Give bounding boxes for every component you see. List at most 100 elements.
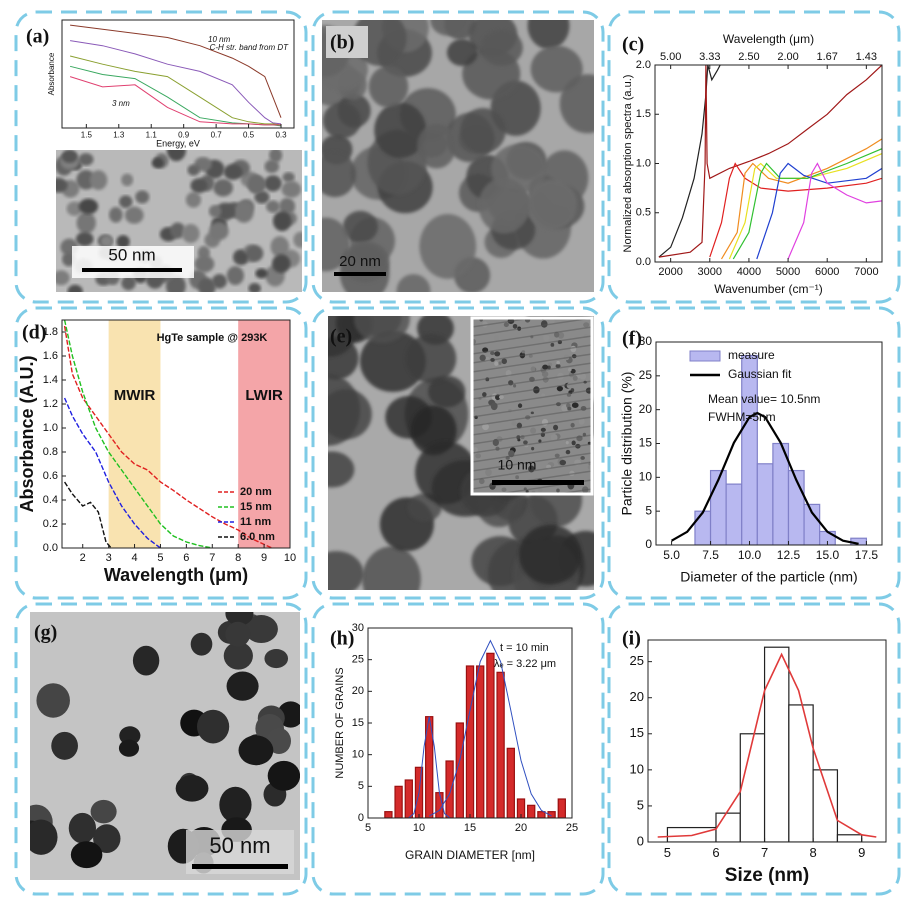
y-axis-label: Particle distribution (%) (619, 372, 635, 516)
particle (70, 841, 103, 869)
particle (485, 468, 492, 477)
particle (226, 266, 244, 286)
x-tick-label: 3 (106, 552, 112, 564)
particle (490, 402, 498, 411)
x2-tick-label: 1.67 (816, 51, 837, 63)
particle (538, 488, 543, 493)
y-tick-label: 20 (630, 689, 644, 704)
particle (555, 364, 561, 369)
x-tick-label: 4000 (737, 266, 761, 278)
micrograph (322, 20, 594, 292)
x-tick-label: 0.9 (178, 130, 190, 139)
x-tick-label: 10 (284, 552, 296, 564)
micrograph-content (322, 20, 594, 292)
x-tick-label: 20 (515, 822, 527, 834)
panel-frame (311, 10, 605, 304)
histogram-bar (384, 811, 393, 818)
x2-axis-label: Wavelength (μm) (723, 32, 814, 46)
y-tick-label: 25 (630, 653, 644, 668)
legend-label: 15 nm (240, 501, 272, 513)
x-tick-label: 1.3 (113, 130, 125, 139)
particle (61, 150, 78, 163)
y-tick-label: 25 (639, 368, 653, 382)
y-tick-label: 1.6 (43, 350, 58, 362)
scale-bar-label: 20 nm (339, 253, 381, 270)
particle (493, 335, 500, 342)
particle (530, 411, 534, 415)
x-tick-label: 6 (183, 552, 189, 564)
particle (264, 159, 280, 174)
annotation: 10 nm (208, 35, 231, 44)
particle (547, 365, 551, 370)
x-tick-label: 25 (566, 822, 578, 834)
lattice-fringe (472, 326, 592, 346)
y-tick-label: 10 (352, 749, 364, 761)
particle (266, 200, 281, 213)
particle (530, 427, 537, 434)
y-tick-label: 0 (645, 537, 652, 551)
y-axis-label: NUMBER OF GRAINS (334, 667, 346, 778)
particle (213, 179, 234, 197)
chart: 5 6 7 8 9 0 5 10 15 20 25 Size (nm) (i) (622, 628, 887, 886)
particle (547, 362, 553, 367)
legend-swatch (689, 350, 721, 362)
y-tick-label: 10 (630, 761, 644, 776)
histogram-bar (394, 785, 403, 818)
lattice-fringe (472, 371, 592, 391)
histogram-bar (739, 733, 766, 842)
chart: 1.5 1.3 1.1 0.9 0.7 0.5 0.3 Energy, eV Absorbanc… (47, 19, 295, 148)
x-tick-label: 9 (858, 845, 865, 860)
particle (322, 102, 361, 139)
lattice-fringe (472, 425, 592, 445)
particle (554, 453, 560, 458)
plot-frame (61, 19, 295, 129)
histogram-bar (788, 704, 814, 842)
label-box (326, 26, 368, 58)
particle (549, 318, 555, 324)
lattice-fringe (472, 398, 592, 418)
series-line (69, 76, 281, 126)
particle (503, 322, 509, 328)
histogram-bar (455, 722, 464, 818)
y-tick-label: 20 (639, 402, 653, 416)
particle (244, 615, 278, 644)
legend-label: 11 nm (240, 516, 271, 528)
particle (190, 632, 213, 656)
lattice-fringe (472, 452, 592, 472)
particle (151, 157, 164, 169)
y-tick-label: 0.8 (43, 446, 58, 458)
scale-bar (334, 272, 386, 276)
particle (234, 201, 254, 223)
particle (570, 345, 577, 353)
x2-tick-label: 3.33 (699, 51, 720, 63)
particle (572, 375, 578, 381)
wavelength-band (108, 320, 161, 548)
y-tick-label: 1.8 (43, 326, 58, 338)
particle (223, 641, 253, 670)
particle (525, 489, 529, 494)
micrograph (472, 318, 592, 494)
y-tick-label: 15 (630, 725, 644, 740)
particle (494, 361, 499, 366)
particle (282, 172, 295, 183)
plot-content (69, 24, 282, 127)
y-tick-label: 0.2 (43, 518, 58, 530)
lattice-fringe (472, 380, 592, 400)
y-tick-label: 1.0 (43, 422, 58, 434)
particle (550, 342, 555, 347)
histogram-bar (465, 665, 475, 818)
particle (396, 274, 431, 292)
x-tick-label: 6 (712, 845, 719, 860)
histogram-bar (404, 779, 413, 818)
particle (460, 108, 506, 154)
panel-frame (607, 10, 901, 304)
particle (223, 163, 243, 180)
lattice-fringe (553, 488, 592, 494)
series-line (63, 397, 161, 548)
plot-content (63, 320, 290, 548)
lattice-fringe (472, 335, 592, 355)
y-axis-label: Absorbance (A.U.) (17, 355, 37, 512)
particle (248, 283, 261, 292)
y-tick-label: 1.2 (43, 398, 58, 410)
lattice-fringe (472, 389, 592, 409)
